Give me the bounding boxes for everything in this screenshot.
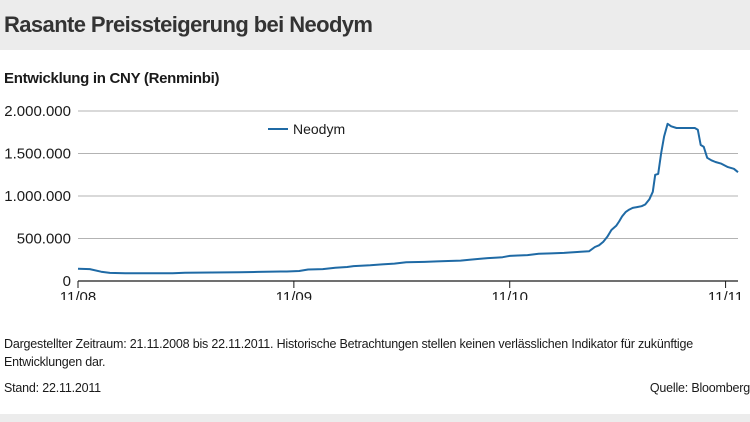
data-date: Stand: 22.11.2011 (4, 381, 101, 395)
line-chart: 0 500.000 1.000.000 1.500.000 2.000.000 11/0… (4, 103, 743, 300)
legend: Neodym (268, 121, 345, 137)
data-source: Quelle: Bloomberg (649, 381, 750, 395)
title-bar: Rasante Preissteigerung bei Neodym (0, 0, 750, 50)
y-tick-label: 2.000.000 (4, 103, 71, 120)
y-axis: 0 500.000 1.000.000 1.500.000 2.000.000 (4, 103, 71, 290)
x-tick-label: 11/08 (60, 289, 96, 300)
x-tick-label: 11/09 (276, 289, 312, 300)
y-tick-label: 500.000 (17, 231, 71, 248)
chart-subtitle: Entwicklung in CNY (Renminbi) (4, 70, 220, 87)
y-tick-label: 1.000.000 (4, 188, 71, 205)
y-tick-label: 1.500.000 (4, 146, 71, 163)
bottom-rule (0, 414, 750, 422)
series-line-neodym (77, 122, 739, 275)
chart-title: Rasante Preissteigerung bei Neodym (4, 12, 373, 37)
legend-label: Neodym (293, 121, 345, 137)
series-layer (77, 122, 739, 275)
x-tick-label: 11/10 (492, 289, 528, 300)
period-disclaimer: Dargestellter Zeitraum: 21.11.2008 bis 2… (4, 337, 693, 369)
x-tick-label: 11/11 (708, 289, 743, 300)
y-tick-label: 0 (63, 273, 71, 290)
grid-layer (78, 110, 738, 282)
x-axis: 11/08 11/09 11/10 11/11 (60, 281, 743, 300)
